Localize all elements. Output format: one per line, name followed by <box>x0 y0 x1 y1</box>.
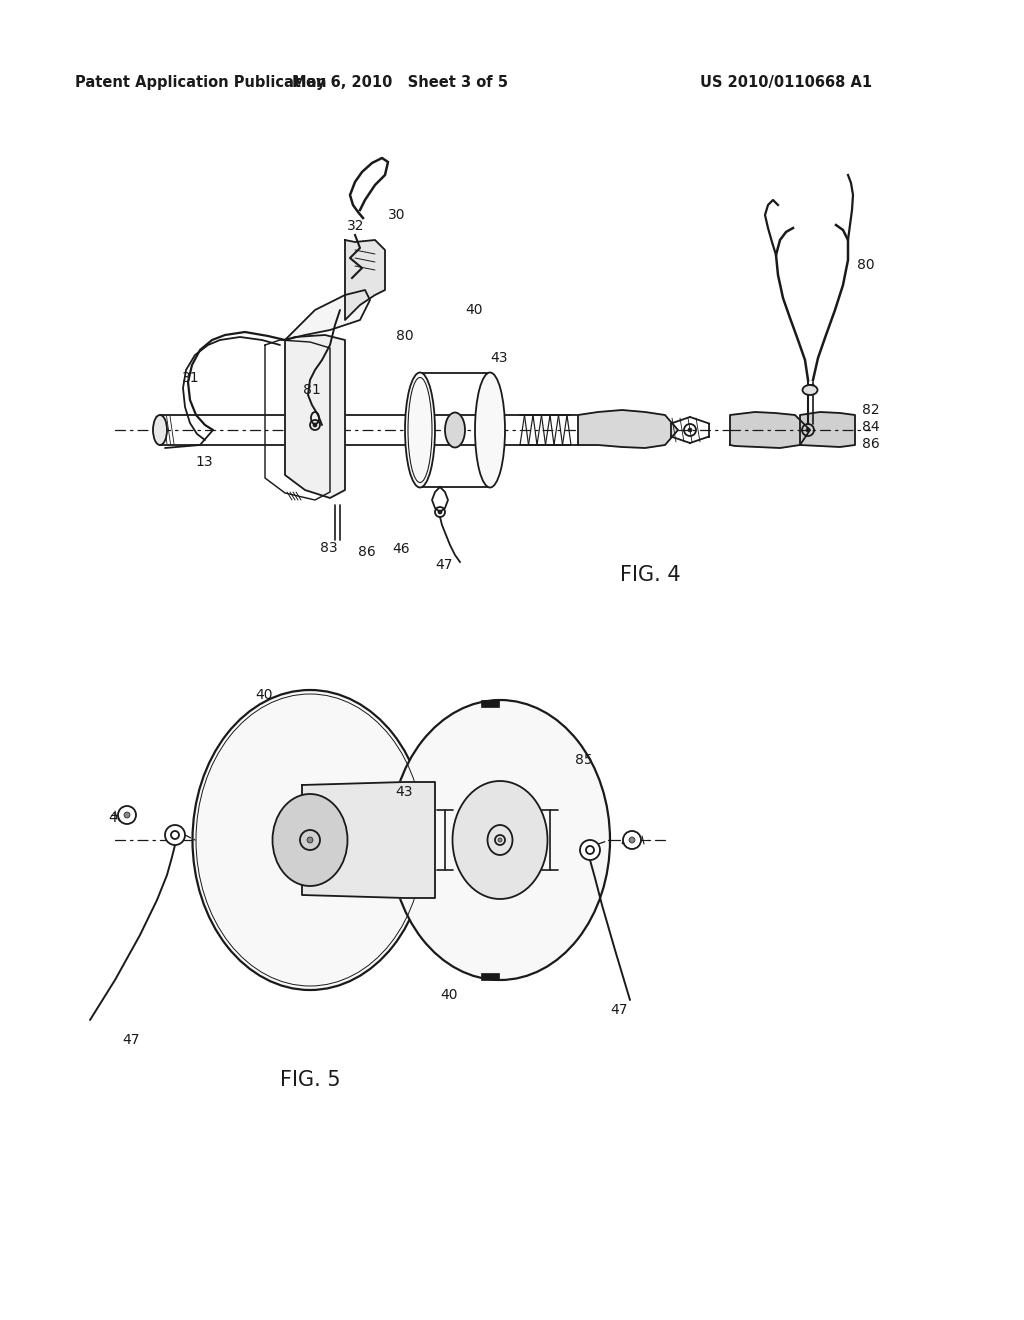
Polygon shape <box>285 290 370 341</box>
Text: 40: 40 <box>440 987 458 1002</box>
Ellipse shape <box>272 795 347 886</box>
Text: 47: 47 <box>610 1003 628 1016</box>
Circle shape <box>688 428 692 432</box>
Text: 32: 32 <box>347 219 365 234</box>
Text: 46: 46 <box>620 836 638 850</box>
Text: 43: 43 <box>395 785 413 799</box>
Circle shape <box>806 428 810 432</box>
Text: 46: 46 <box>108 810 126 825</box>
Text: May 6, 2010   Sheet 3 of 5: May 6, 2010 Sheet 3 of 5 <box>292 74 508 90</box>
Text: 40: 40 <box>465 304 482 317</box>
Circle shape <box>313 422 317 426</box>
Text: 47: 47 <box>435 558 453 572</box>
Text: 86: 86 <box>358 545 376 558</box>
Text: 13: 13 <box>195 455 213 469</box>
Ellipse shape <box>803 385 817 395</box>
Circle shape <box>580 840 600 861</box>
Ellipse shape <box>406 372 435 487</box>
Text: 46: 46 <box>392 543 410 556</box>
Text: 47: 47 <box>122 1034 139 1047</box>
Polygon shape <box>730 412 810 447</box>
Text: FIG. 5: FIG. 5 <box>280 1071 341 1090</box>
Polygon shape <box>285 335 345 498</box>
Circle shape <box>498 838 502 842</box>
Text: 31: 31 <box>182 371 200 385</box>
Text: 85: 85 <box>575 752 593 767</box>
Ellipse shape <box>153 414 167 445</box>
Ellipse shape <box>193 690 427 990</box>
Text: 80: 80 <box>396 329 414 343</box>
Ellipse shape <box>475 372 505 487</box>
Polygon shape <box>345 240 385 319</box>
Polygon shape <box>800 412 855 447</box>
Ellipse shape <box>390 700 610 979</box>
Ellipse shape <box>453 781 548 899</box>
Text: 84: 84 <box>862 420 880 434</box>
Circle shape <box>623 832 641 849</box>
Circle shape <box>629 837 635 843</box>
Bar <box>481 973 499 979</box>
Circle shape <box>124 812 130 818</box>
Text: 83: 83 <box>319 541 338 554</box>
Circle shape <box>165 825 185 845</box>
Text: 40: 40 <box>255 688 272 702</box>
Polygon shape <box>578 411 678 447</box>
Text: 30: 30 <box>388 209 406 222</box>
Text: 86: 86 <box>862 437 880 451</box>
Circle shape <box>118 807 136 824</box>
Text: Patent Application Publication: Patent Application Publication <box>75 74 327 90</box>
Circle shape <box>438 510 442 513</box>
Bar <box>481 700 499 708</box>
Text: 82: 82 <box>862 403 880 417</box>
Text: US 2010/0110668 A1: US 2010/0110668 A1 <box>700 74 872 90</box>
Text: FIG. 4: FIG. 4 <box>620 565 681 585</box>
Text: 81: 81 <box>303 383 321 397</box>
Text: 43: 43 <box>490 351 508 366</box>
Ellipse shape <box>445 412 465 447</box>
Text: 80: 80 <box>857 257 874 272</box>
Polygon shape <box>302 781 435 898</box>
Circle shape <box>307 837 313 843</box>
